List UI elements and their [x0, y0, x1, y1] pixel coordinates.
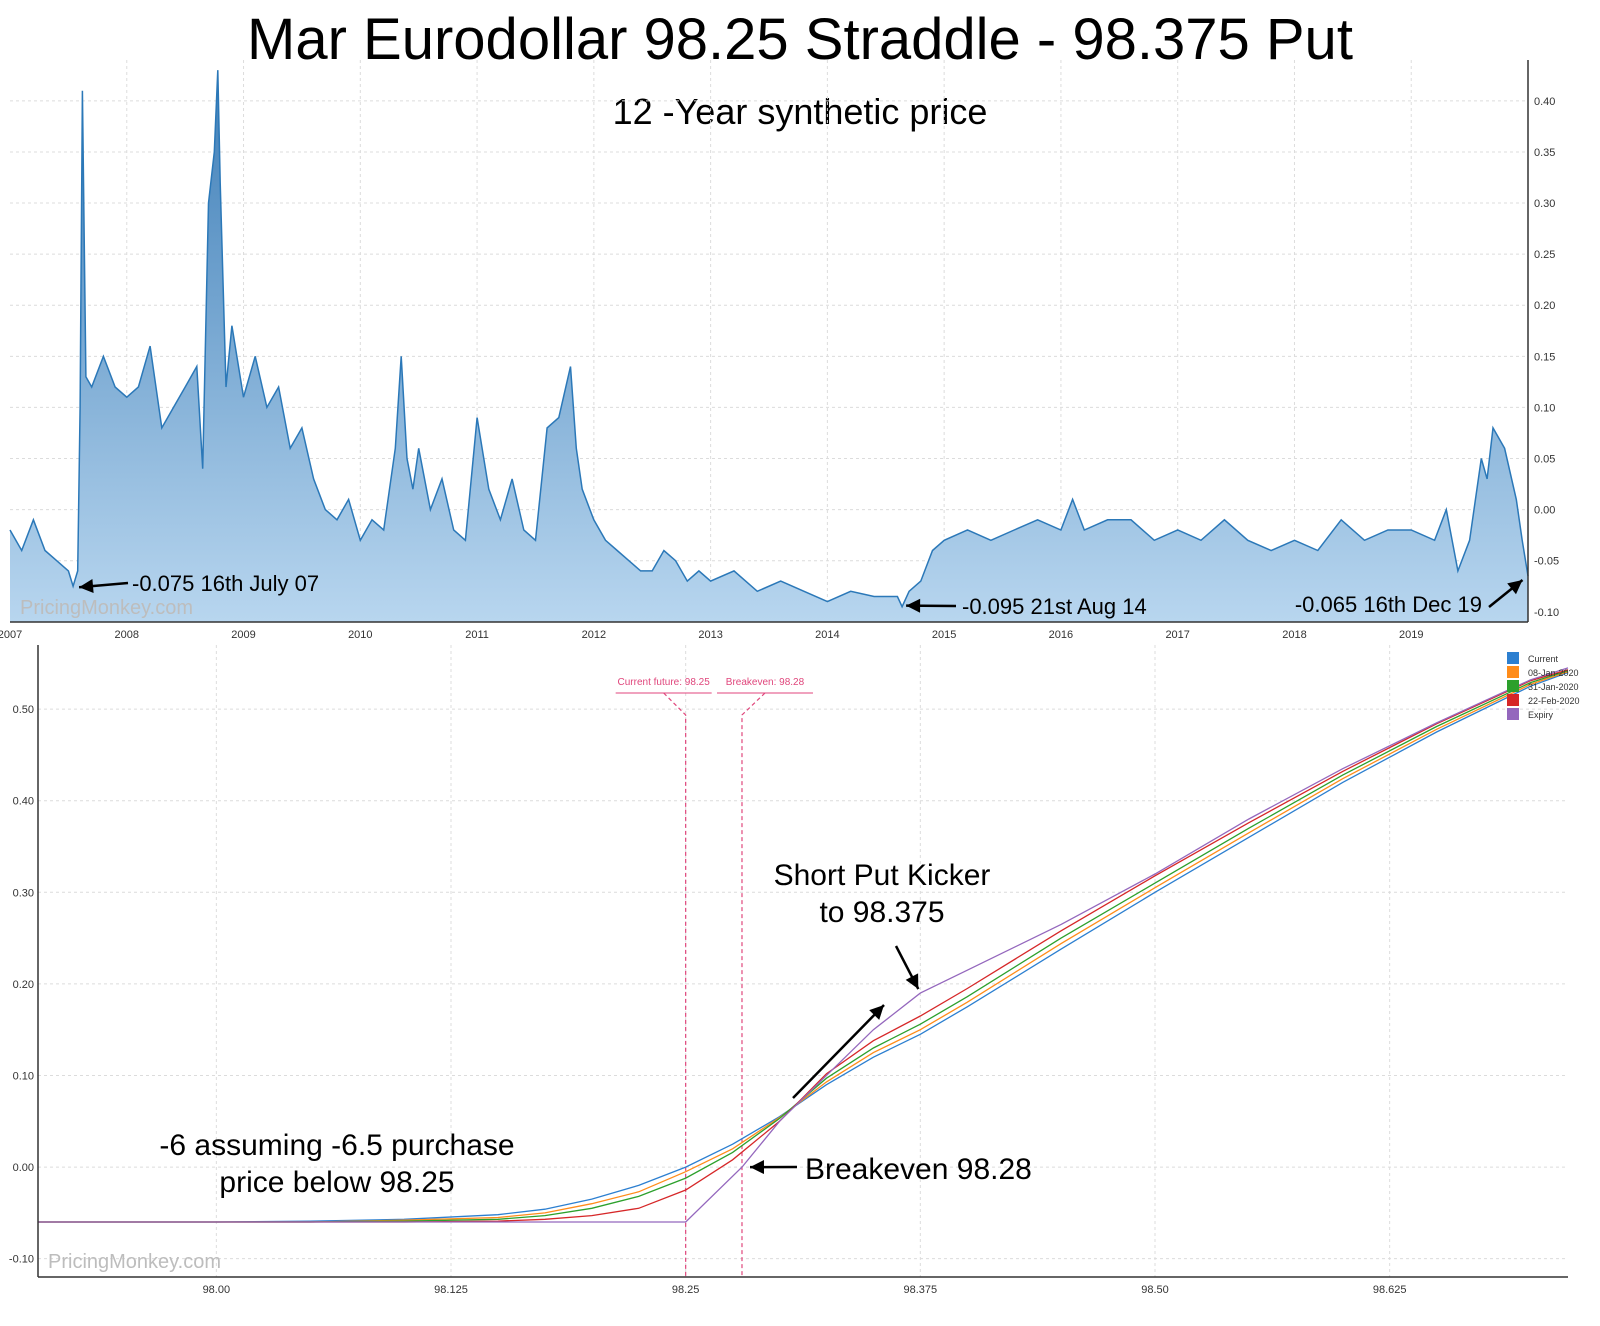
- legend-swatch: [1507, 708, 1519, 720]
- chart1-y-tick-label: 0.00: [1534, 505, 1555, 517]
- chart1-y-tick-label: 0.10: [1534, 402, 1555, 414]
- chart2-y-tick-label: 0.50: [13, 704, 34, 716]
- chart1-arrow-2014: [906, 598, 957, 613]
- annotation-2007-low: -0.075 16th July 07: [132, 571, 319, 596]
- chart1-arrow-2019-head: [1507, 580, 1523, 595]
- chart1-x-tick-label: 2011: [465, 629, 489, 641]
- breakeven-annotation: Breakeven 98.28: [805, 1153, 1032, 1186]
- chart1-y-tick-labels: 0.40 0.35 0.30 0.25 0.20 0.15 0.10 0.05 0.00 -0.0…: [1534, 96, 1559, 619]
- chart1-axes: [10, 60, 1529, 623]
- annotation-2014-low: -0.095 21st Aug 14: [962, 594, 1147, 619]
- purchase-annotation-line2: price below 98.25: [219, 1166, 454, 1199]
- chart2-x-tick-label: 98.25: [672, 1284, 700, 1296]
- chart2-annotations: Short Put Kicker to 98.375 Breakeven 98.…: [159, 859, 1031, 1199]
- chart2-line-series: [38, 667, 1569, 1223]
- chart2-y-tick-label: 0.20: [13, 979, 34, 991]
- chart1-watermark: PricingMonkey.com: [20, 597, 193, 619]
- legend-label: Expiry: [1528, 710, 1554, 720]
- chart2-watermark: PricingMonkey.com: [48, 1251, 221, 1273]
- chart1-x-tick-label: 2015: [932, 629, 956, 641]
- chart1-y-tick-label: -0.10: [1534, 607, 1559, 619]
- chart1-x-tick-label: 2009: [231, 629, 255, 641]
- chart2-arrow-breakeven-head: [749, 1160, 765, 1175]
- chart1-arrow-2007: [78, 579, 129, 594]
- chart2-grid: [38, 645, 1568, 1277]
- chart1-y-tick-label: 0.30: [1534, 198, 1555, 210]
- chart1-annotations: -0.075 16th July 07 -0.095 21st Aug 14 -0.…: [78, 571, 1524, 619]
- chart1-x-tick-label: 2013: [698, 629, 722, 641]
- chart2-x-tick-label: 98.125: [434, 1284, 468, 1296]
- legend-swatch: [1507, 652, 1519, 664]
- chart1-x-tick-label: 2019: [1399, 629, 1423, 641]
- chart1-x-tick-labels: 2007 2008 2009 2010 2011 2012 2013 2014 2015 2016…: [0, 629, 1423, 641]
- annotation-2019-low: -0.065 16th Dec 19: [1295, 592, 1482, 617]
- chart1-arrow-2019: [1488, 579, 1524, 608]
- legend-label: 08-Jan-2020: [1528, 668, 1579, 678]
- chart1-y-tick-label: 0.40: [1534, 96, 1555, 108]
- chart2-x-tick-label: 98.625: [1373, 1284, 1407, 1296]
- chart1-arrow-2007-head: [79, 579, 94, 594]
- chart2-y-tick-label: 0.30: [13, 887, 34, 899]
- legend-swatch: [1507, 694, 1519, 706]
- series-line-expiry: [38, 667, 1569, 1223]
- chart2-y-tick-label: -0.10: [9, 1254, 34, 1266]
- marker-label: Current future: 98.25: [618, 677, 711, 688]
- marker-line: [741, 692, 766, 1277]
- chart2-arrow-kicker-head: [905, 973, 919, 990]
- chart2-arrow-kicker: [894, 945, 920, 990]
- chart2-vertical-markers: Current future: 98.25 Breakeven: 98.28: [615, 677, 813, 1277]
- chart1-price-line: [9, 70, 1529, 609]
- chart1-x-tick-label: 2018: [1282, 629, 1306, 641]
- chart1-x-tick-label: 2017: [1165, 629, 1189, 641]
- chart1-y-tick-label: 0.05: [1534, 454, 1555, 466]
- legend-label: Current: [1528, 654, 1559, 664]
- chart1-area-fill: [10, 70, 1528, 622]
- chart1-x-tick-label: 2010: [348, 629, 372, 641]
- chart2-y-tick-label: 0.00: [13, 1162, 34, 1174]
- legend-label: 31-Jan-2020: [1528, 682, 1579, 692]
- chart1-y-tick-label: 0.20: [1534, 300, 1555, 312]
- chart2-arrow-trend: [792, 1004, 885, 1099]
- chart1-y-tick-label: 0.35: [1534, 147, 1555, 159]
- chart2-x-tick-label: 98.50: [1141, 1284, 1169, 1296]
- chart1-x-tick-label: 2008: [115, 629, 139, 641]
- chart2-x-tick-label: 98.00: [203, 1284, 231, 1296]
- chart1-area-series: [9, 70, 1529, 622]
- page-title: Mar Eurodollar 98.25 Straddle - 98.375 P…: [247, 7, 1353, 72]
- chart2-arrow-trend-head: [869, 1005, 884, 1020]
- chart2-y-tick-label: 0.10: [13, 1070, 34, 1082]
- chart2-y-tick-label: 0.40: [13, 796, 34, 808]
- legend-label: 22-Feb-2020: [1528, 696, 1580, 706]
- chart1-arrow-2014-head: [906, 598, 921, 613]
- page-subtitle: 12 -Year synthetic price: [612, 91, 988, 132]
- chart2-axes: [37, 645, 1568, 1278]
- chart2-y-tick-labels: 0.50 0.40 0.30 0.20 0.10 0.00 -0.10: [9, 704, 34, 1266]
- purchase-annotation-line1: -6 assuming -6.5 purchase: [159, 1129, 514, 1162]
- kicker-annotation-line2: to 98.375: [819, 896, 944, 929]
- chart1-x-tick-label: 2014: [815, 629, 839, 641]
- payoff-chart: Current future: 98.25 Breakeven: 98.28 98…: [9, 645, 1580, 1296]
- chart1-y-tick-label: 0.25: [1534, 249, 1555, 261]
- marker-label: Breakeven: 98.28: [726, 677, 805, 688]
- chart1-x-tick-label: 2007: [0, 629, 22, 641]
- series-line-current: [38, 671, 1569, 1223]
- chart1-x-tick-label: 2012: [582, 629, 606, 641]
- chart2-arrow-trend-shaft: [792, 1004, 885, 1099]
- chart2-legend: Current 08-Jan-2020 31-Jan-2020 22-Feb-2020…: [1507, 652, 1580, 720]
- chart1-x-tick-label: 2016: [1049, 629, 1073, 641]
- chart1-y-tick-label: -0.05: [1534, 556, 1559, 568]
- chart2-x-tick-labels: 98.00 98.125 98.25 98.375 98.50 98.625: [203, 1284, 1407, 1296]
- marker-line: [663, 692, 687, 1277]
- chart1-y-tick-label: 0.15: [1534, 351, 1555, 363]
- chart2-x-tick-label: 98.375: [904, 1284, 938, 1296]
- legend-swatch: [1507, 680, 1519, 692]
- series-line-08-jan-2020: [38, 670, 1569, 1223]
- legend-swatch: [1507, 666, 1519, 678]
- kicker-annotation-line1: Short Put Kicker: [774, 859, 991, 892]
- chart2-arrow-breakeven: [749, 1160, 798, 1175]
- historical-price-chart: 2007 2008 2009 2010 2011 2012 2013 2014 2015 2016…: [0, 60, 1559, 641]
